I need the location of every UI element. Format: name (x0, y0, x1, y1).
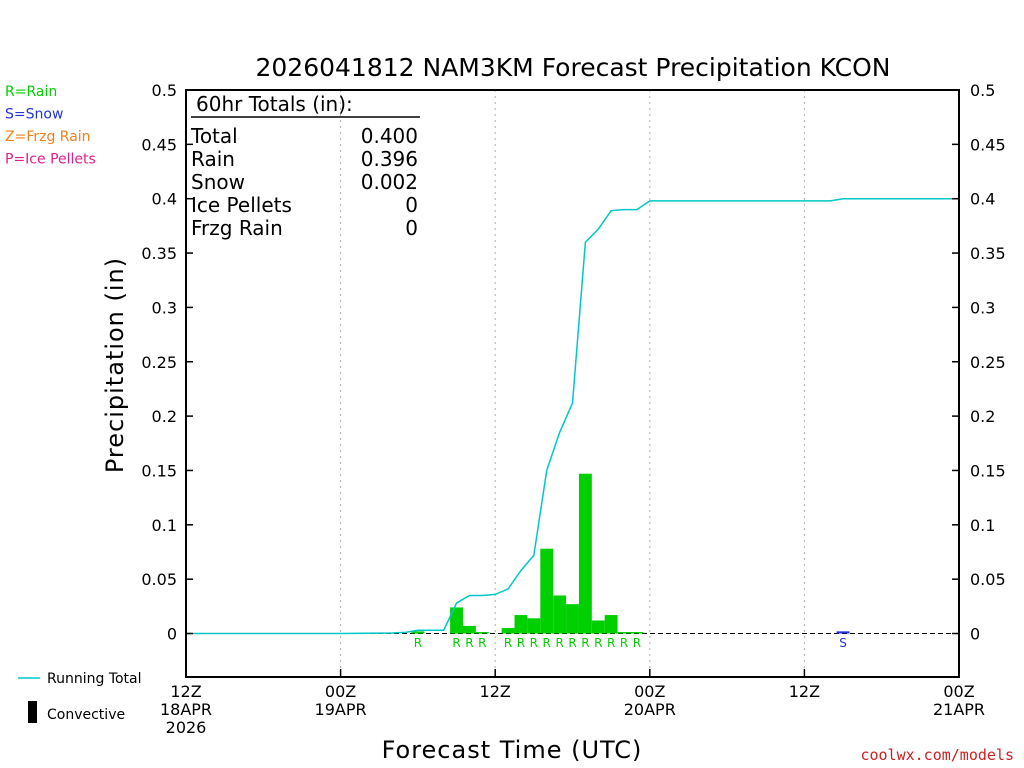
ptype-marker: R (620, 636, 628, 650)
chart-title: 2026041812 NAM3KM Forecast Precipitation… (256, 53, 891, 82)
totals-row-value: 0.396 (361, 147, 418, 171)
running-total-label: Running Total (47, 671, 142, 687)
rain-bar (450, 607, 463, 634)
ptype-legend: R=Rain S=Snow Z=Frzg Rain P=Ice Pellets (5, 84, 96, 168)
running-total-line (186, 197, 959, 635)
ptype-marker: R (607, 636, 615, 650)
y-tick-label-left: 0.4 (152, 190, 177, 209)
y-tick-label-right: 0.4 (970, 190, 995, 209)
ptype-marker: R (530, 636, 538, 650)
ptype-legend-item: S=Snow (5, 107, 63, 123)
y-tick-label-right: 0.2 (970, 407, 995, 426)
totals-header: 60hr Totals (in): (196, 92, 353, 116)
y-tick-label-left: 0.1 (152, 516, 177, 535)
y-tick-label-left: 0.35 (141, 244, 177, 263)
ptype-legend-item: P=Ice Pellets (5, 152, 96, 168)
rain-bar (527, 618, 541, 634)
ptype-legend-item: Z=Frzg Rain (5, 129, 91, 145)
ptype-marker: R (452, 636, 460, 650)
rain-bar (566, 604, 579, 634)
x-tick-label: 12Z (789, 682, 820, 701)
y-tick-label-left: 0.15 (141, 461, 177, 480)
x-tick-label: 00Z 20APR (624, 682, 676, 719)
totals-row-label: Snow (191, 170, 245, 194)
y-tick-label-left: 0 (167, 625, 177, 644)
y-tick-label-right: 0.1 (970, 516, 995, 535)
ptype-marker: R (414, 636, 422, 650)
line-layer (186, 197, 959, 635)
rain-bar (604, 615, 618, 634)
rain-bar (591, 620, 605, 634)
y-tick-label-right: 0.15 (970, 461, 1006, 480)
x-tick-label: 12Z 18APR 2026 (160, 682, 212, 737)
ptype-marker: S (839, 636, 847, 650)
convective-label: Convective (47, 707, 125, 723)
totals-row-label: Frzg Rain (191, 216, 283, 240)
x-axis-label: Forecast Time (UTC) (382, 736, 643, 764)
y-tick-label-left: 0.3 (152, 298, 177, 317)
y-tick-label-right: 0.45 (970, 135, 1006, 154)
ptype-legend-item: R=Rain (5, 84, 57, 100)
y-tick-label-left: 0.5 (152, 81, 177, 100)
totals-row-label: Total (190, 124, 238, 148)
totals-rows: Total 0.400 Rain 0.396 Snow 0.002 Ice Pellets 0… (190, 124, 418, 240)
ptype-marker: R (581, 636, 589, 650)
rain-bar (578, 473, 592, 634)
rain-bar (553, 595, 567, 634)
y-tick-label-left: 0.2 (152, 407, 177, 426)
x-tick-label: 00Z 21APR (933, 682, 985, 719)
y-tick-label-right: 0 (970, 625, 980, 644)
rain-bar (462, 625, 476, 634)
totals-row-label: Rain (191, 147, 235, 171)
ptype-marker: R (594, 636, 602, 650)
y-tick-label-left: 0.05 (141, 570, 177, 589)
plot-frame (185, 89, 960, 678)
y-tick-label-right: 0.5 (970, 81, 995, 100)
credit-text: coolwx.com/models (860, 746, 1014, 764)
ptype-marker: R (568, 636, 576, 650)
y-tick-label-left: 0.45 (141, 135, 177, 154)
ptype-marker: R (543, 636, 551, 650)
y-tick-label-right: 0.25 (970, 353, 1006, 372)
ptype-marker: R (633, 636, 641, 650)
y-tick-label-right: 0.05 (970, 570, 1006, 589)
snow-bar (836, 631, 850, 634)
axis-layer: 0 00.05 0.050.1 0.10.15 0.150.2 0.20.25 0.250.… (141, 81, 1005, 737)
y-tick-label-left: 0.25 (141, 353, 177, 372)
rain-bar (514, 615, 528, 634)
y-axis-label: Precipitation (in) (101, 257, 129, 473)
totals-box: 60hr Totals (in): Total 0.400 Rain 0.396 Sno… (190, 92, 420, 240)
rain-bar (501, 628, 515, 634)
bars-layer (411, 473, 850, 634)
totals-row-value: 0 (405, 193, 418, 217)
x-tick-label: 12Z (480, 682, 511, 701)
totals-row-value: 0 (405, 216, 418, 240)
rain-bar (411, 631, 425, 634)
rain-bar (540, 548, 554, 634)
x-tick-label: 00Z 19APR (315, 682, 367, 719)
ptype-marker: R (555, 636, 563, 650)
rain-bar (630, 632, 644, 634)
grid-layer (186, 90, 959, 677)
ptype-marker: R (517, 636, 525, 650)
ptype-marker: R (504, 636, 512, 650)
totals-row-value: 0.400 (361, 124, 418, 148)
totals-row-value: 0.002 (361, 170, 418, 194)
convective-swatch (28, 701, 37, 723)
ptype-marker: R (478, 636, 486, 650)
rain-bar (617, 632, 631, 634)
ptype-marker: R (465, 636, 473, 650)
rain-bar (475, 632, 489, 634)
y-tick-label-right: 0.3 (970, 298, 995, 317)
y-tick-label-right: 0.35 (970, 244, 1006, 263)
bottom-legend: Running Total Convective (18, 671, 142, 723)
totals-row-label: Ice Pellets (191, 193, 292, 217)
